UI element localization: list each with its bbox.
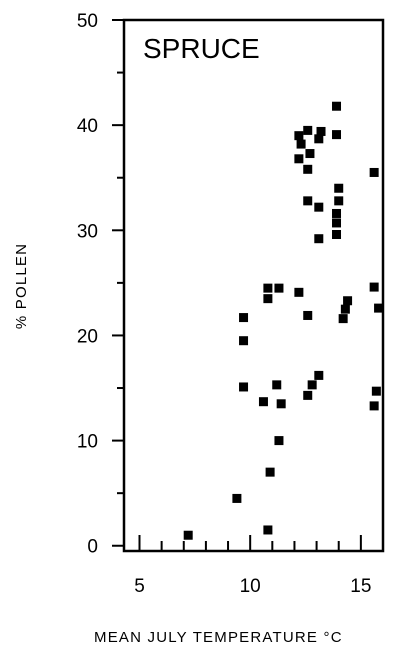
chart-title: SPRUCE [143, 33, 260, 64]
data-point [369, 401, 379, 411]
data-point [307, 380, 317, 390]
plot-frame [122, 18, 385, 553]
data-point [374, 303, 384, 313]
data-point [332, 218, 342, 228]
data-point [314, 202, 324, 212]
data-point [314, 234, 324, 244]
data-point [239, 336, 249, 346]
y-tick-label: 30 [77, 221, 98, 242]
data-point [265, 467, 275, 477]
data-point [332, 208, 342, 218]
data-point [258, 397, 268, 407]
data-point [334, 183, 344, 193]
data-point [303, 390, 313, 400]
y-tick-label: 10 [77, 432, 98, 453]
x-tick-label: 5 [134, 576, 145, 597]
data-point [338, 314, 348, 324]
data-point [305, 149, 315, 159]
x-axis-ticks: 5 10 15 [134, 535, 384, 597]
data-point [343, 296, 353, 306]
x-axis-title: MEAN JULY TEMPERATURE °C [94, 629, 343, 645]
data-point [263, 283, 273, 293]
data-point [274, 283, 284, 293]
data-point [340, 304, 350, 314]
data-point [303, 164, 313, 174]
x-tick-label: 10 [240, 576, 261, 597]
data-point [303, 196, 313, 206]
data-point [263, 294, 273, 304]
data-point [332, 230, 342, 240]
data-point [274, 436, 284, 446]
data-point [239, 313, 249, 323]
data-point [183, 530, 193, 540]
data-points [183, 101, 384, 540]
y-tick-label: 40 [77, 116, 98, 137]
data-point [232, 493, 242, 503]
y-tick-label: 20 [77, 326, 98, 347]
data-point [332, 101, 342, 111]
x-tick-label: 15 [350, 576, 371, 597]
data-point [334, 196, 344, 206]
y-tick-label: 0 [87, 537, 98, 558]
data-point [303, 125, 313, 135]
data-point [272, 380, 282, 390]
data-point [316, 126, 326, 136]
data-point [369, 167, 379, 177]
data-point [371, 386, 381, 396]
data-point [332, 130, 342, 140]
data-point [294, 131, 304, 141]
data-point [296, 139, 306, 149]
y-axis-title: % POLLEN [13, 243, 30, 329]
data-point [314, 370, 324, 380]
data-point [303, 310, 313, 320]
data-point [369, 282, 379, 292]
data-point [239, 382, 249, 392]
data-point [263, 525, 273, 535]
data-point [276, 399, 286, 409]
data-point [294, 154, 304, 164]
y-tick-label: 50 [77, 11, 98, 32]
data-point [294, 287, 304, 297]
data-point [314, 134, 324, 144]
y-axis-ticks: 0 10 20 30 40 50 [77, 11, 124, 558]
